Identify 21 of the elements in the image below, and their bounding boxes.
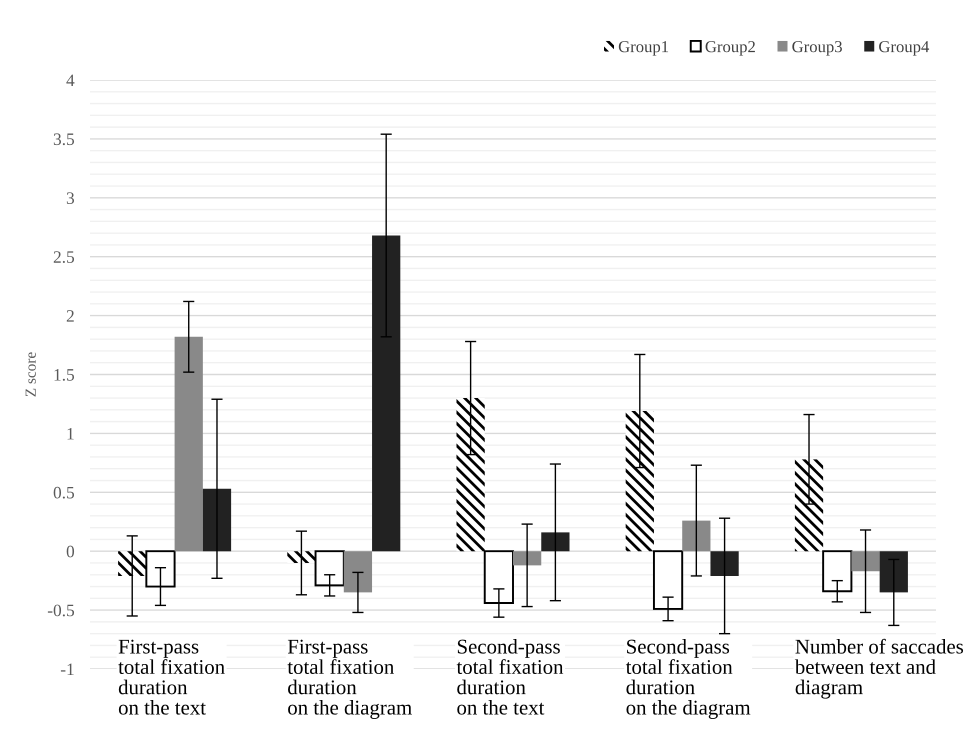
y-tick-label: 0 [66,546,74,558]
x-tick-label: Second-pass total fixation duration on the text [456,639,564,715]
y-tick-label: 1 [68,428,74,440]
y-tick-label: 0.5 [54,486,74,499]
x-tick-label: Second-pass total fixation duration on the diagram [626,639,750,719]
x-tick-label: First-pass total fixation duration on the text [118,640,225,715]
y-tick-label: 3.5 [54,133,74,146]
legend-label: Group1 [618,41,668,56]
legend-label: Group3 [792,41,842,56]
y-axis-title: Z score [26,352,36,396]
y-tick-label: 4 [66,74,74,86]
y-tick-label: -1 [60,664,74,676]
legend-label: Group4 [879,41,930,56]
y-tick-label: -0.5 [48,604,74,616]
x-tick-label: Number of saccades between text and diagram [794,638,964,699]
y-tick-label: 1.5 [54,369,74,381]
x-tick-label: First-pass total fixation duration on the diagram [287,640,412,719]
y-tick-label: 2.5 [54,251,74,263]
y-tick-label: 3 [66,192,74,204]
y-tick-label: 2 [66,310,74,322]
legend-label: Group2 [706,41,755,56]
